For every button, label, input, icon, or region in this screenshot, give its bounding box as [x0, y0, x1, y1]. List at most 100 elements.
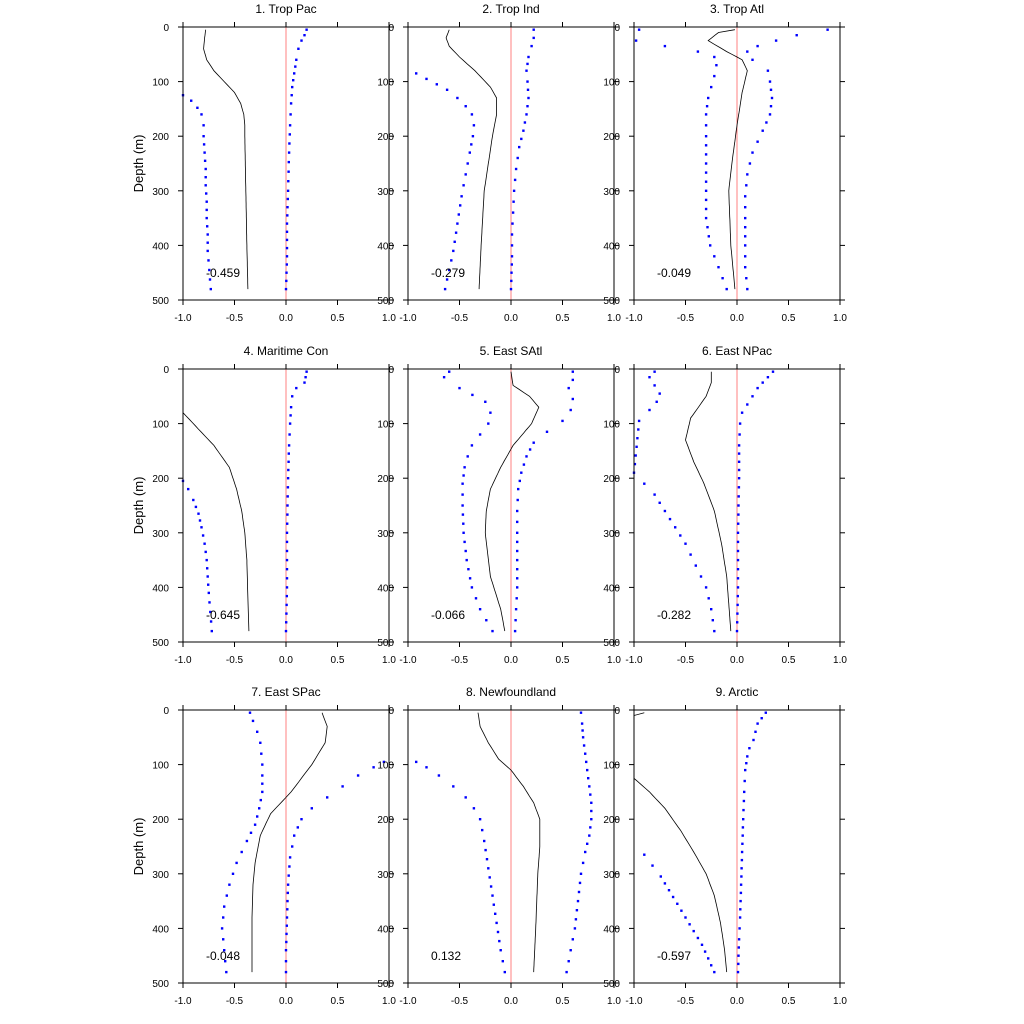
- upper-bound-point: [305, 370, 308, 373]
- upper-bound-point: [286, 513, 289, 516]
- x-tick-label: 0.0: [279, 313, 293, 324]
- upper-bound-point: [744, 206, 747, 209]
- lower-bound-point: [658, 392, 661, 395]
- lower-bound-point: [204, 550, 207, 554]
- lower-bound-point: [205, 558, 208, 562]
- lower-bound-point: [710, 964, 713, 967]
- upper-bound-point: [582, 744, 586, 747]
- lower-bound-point: [674, 526, 677, 529]
- x-tick-label: 1.0: [833, 655, 847, 666]
- lower-bound-point: [448, 370, 451, 373]
- lower-bound-point: [704, 216, 708, 220]
- lower-bound-point: [494, 912, 497, 915]
- upper-bound-point: [586, 842, 589, 845]
- y-tick-label: 500: [603, 296, 620, 307]
- upper-bound-point: [795, 34, 798, 37]
- lower-bound-point: [204, 176, 207, 179]
- lower-bound-point: [653, 370, 656, 373]
- lower-bound-point: [489, 411, 492, 414]
- upper-bound-point: [303, 34, 306, 37]
- upper-bound-point: [584, 850, 587, 854]
- upper-bound-point: [286, 504, 289, 507]
- lower-bound-point: [204, 167, 207, 171]
- y-tick-label: 500: [152, 638, 169, 649]
- upper-bound-point: [743, 779, 746, 783]
- y-tick-label: 0: [614, 365, 620, 376]
- upper-bound-point: [295, 58, 298, 61]
- x-tick-label: -1.0: [174, 655, 192, 666]
- lower-bound-point: [704, 207, 708, 211]
- upper-bound-point: [285, 540, 289, 544]
- y-tick-label: 100: [377, 761, 394, 772]
- y-tick-label: 400: [152, 241, 169, 252]
- upper-bound-point: [291, 395, 294, 398]
- x-tick-label: -0.5: [451, 655, 469, 666]
- lower-bound-point: [204, 184, 207, 187]
- upper-bound-point: [581, 736, 585, 739]
- panel-title: 3. Trop Atl: [710, 2, 764, 16]
- upper-bound-point: [285, 621, 288, 624]
- upper-bound-point: [515, 597, 518, 600]
- upper-bound-point: [737, 452, 741, 455]
- lower-bound-point: [209, 610, 212, 614]
- lower-bound-point: [201, 534, 205, 537]
- upper-bound-point: [571, 397, 574, 401]
- upper-bound-point: [288, 133, 291, 136]
- upper-bound-point: [588, 834, 591, 837]
- upper-bound-point: [740, 858, 744, 862]
- upper-bound-point: [573, 927, 577, 930]
- y-tick-label: 200: [152, 132, 169, 143]
- upper-bound-point: [569, 408, 572, 412]
- upper-bound-point: [294, 65, 297, 68]
- upper-bound-point: [284, 949, 288, 952]
- upper-bound-point: [516, 531, 519, 534]
- lower-bound-point: [470, 444, 474, 447]
- upper-bound-point: [579, 711, 583, 714]
- upper-bound-point: [516, 509, 519, 513]
- upper-bound-point: [742, 808, 745, 812]
- y-axis-label: Depth (m): [131, 135, 146, 193]
- lower-bound-point: [245, 839, 249, 843]
- lower-bound-point: [634, 39, 638, 42]
- lower-bound-point: [206, 567, 209, 570]
- upper-bound-point: [756, 44, 759, 48]
- lower-bound-point: [435, 83, 438, 86]
- lower-bound-point: [663, 44, 667, 48]
- upper-bound-point: [737, 522, 740, 525]
- upper-bound-point: [525, 455, 528, 458]
- upper-bound-point: [287, 160, 290, 164]
- lower-bound-point: [223, 949, 226, 952]
- y-tick-label: 400: [377, 583, 394, 594]
- upper-bound-point: [738, 916, 742, 919]
- upper-bound-point: [305, 28, 308, 31]
- lower-bound-point: [653, 384, 656, 387]
- lower-bound-point: [713, 55, 716, 59]
- upper-bound-point: [289, 102, 293, 105]
- y-tick-label: 500: [152, 979, 169, 990]
- upper-bound-point: [756, 722, 759, 725]
- lower-bound-point: [222, 938, 225, 941]
- lower-bound-point: [487, 867, 490, 870]
- upper-bound-point: [528, 448, 532, 451]
- upper-bound-point: [736, 603, 739, 607]
- upper-bound-point: [738, 927, 741, 930]
- y-tick-label: 400: [377, 241, 394, 252]
- upper-bound-point: [288, 856, 292, 859]
- upper-bound-point: [510, 255, 514, 258]
- upper-bound-point: [576, 899, 580, 903]
- upper-bound-point: [770, 96, 774, 100]
- upper-bound-point: [516, 498, 519, 502]
- lower-bound-point: [205, 208, 208, 212]
- upper-bound-point: [517, 487, 520, 491]
- lower-bound-point: [467, 568, 470, 571]
- y-tick-label: 100: [603, 761, 620, 772]
- y-tick-label: 300: [377, 187, 394, 198]
- mean-profile-line: [707, 29, 748, 290]
- lower-bound-point: [710, 608, 713, 611]
- upper-bound-point: [526, 62, 529, 66]
- lower-bound-point: [248, 711, 252, 714]
- lower-bound-point: [425, 766, 428, 769]
- lower-bound-point: [471, 393, 474, 397]
- upper-bound-point: [580, 722, 584, 725]
